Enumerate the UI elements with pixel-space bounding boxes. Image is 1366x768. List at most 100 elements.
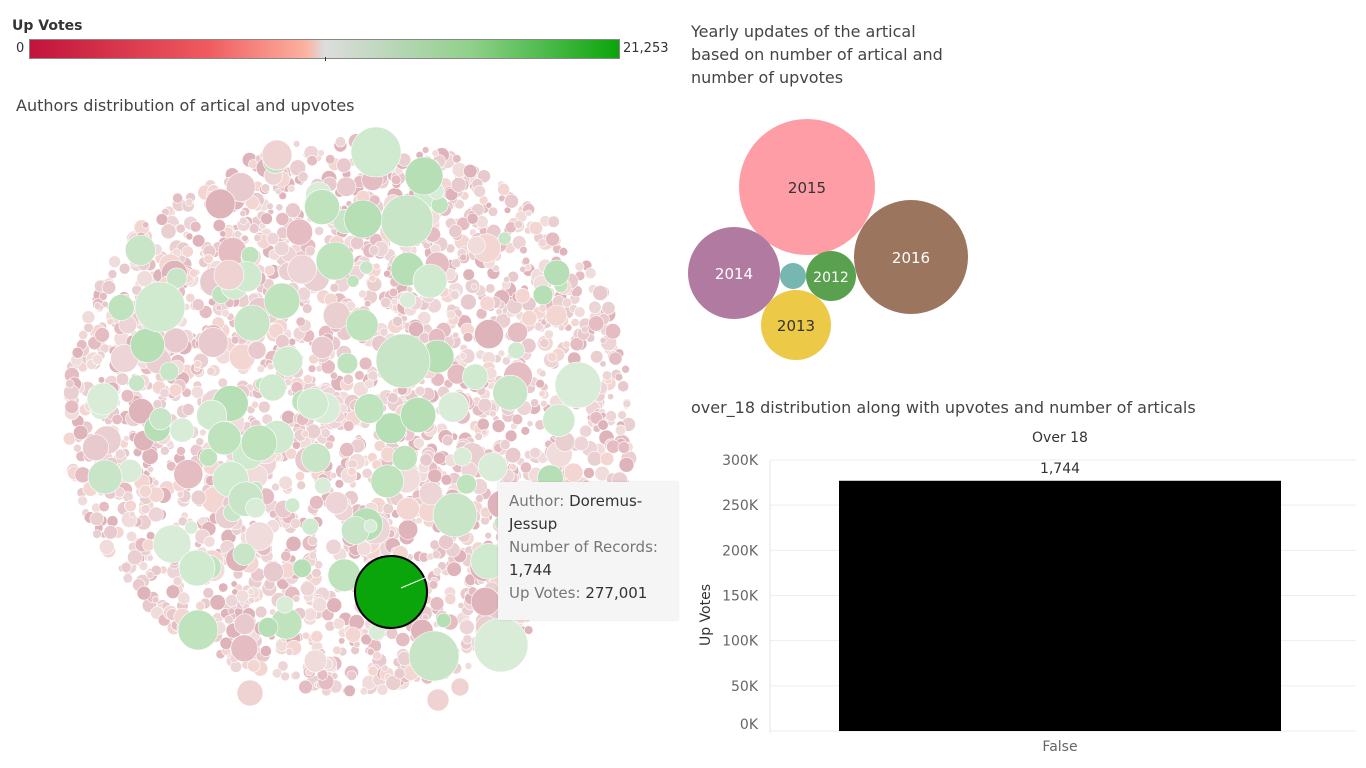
author-bubble[interactable]	[192, 234, 206, 248]
author-bubble[interactable]	[343, 199, 383, 239]
author-bubble[interactable]	[597, 419, 609, 431]
author-bubble[interactable]	[467, 236, 486, 255]
author-bubble[interactable]	[297, 171, 309, 183]
author-bubble[interactable]	[165, 584, 181, 599]
author-bubble[interactable]	[296, 387, 329, 420]
author-bubble[interactable]	[274, 241, 290, 257]
author-bubble[interactable]	[590, 350, 604, 364]
author-bubble[interactable]	[342, 373, 354, 385]
author-bubble[interactable]	[393, 667, 406, 680]
author-bubble[interactable]	[233, 230, 242, 239]
author-bubble[interactable]	[87, 459, 123, 495]
author-bubble[interactable]	[446, 310, 456, 320]
author-bubble[interactable]	[329, 471, 337, 479]
author-bubble[interactable]	[380, 297, 392, 309]
author-bubble[interactable]	[325, 491, 349, 515]
author-bubble[interactable]	[326, 597, 343, 614]
author-bubble[interactable]	[159, 361, 180, 382]
author-bubble[interactable]	[263, 264, 275, 276]
author-bubble[interactable]	[278, 475, 293, 490]
author-bubble[interactable]	[618, 456, 635, 473]
author-bubble[interactable]	[122, 573, 133, 584]
author-bubble[interactable]	[259, 645, 272, 657]
author-bubble[interactable]	[284, 497, 301, 513]
author-bubble[interactable]	[310, 630, 324, 643]
highlighted-author-bubble[interactable]	[354, 555, 428, 629]
author-bubble[interactable]	[491, 419, 506, 433]
author-bubble[interactable]	[412, 263, 448, 299]
author-bubble[interactable]	[189, 220, 202, 233]
author-bubble[interactable]	[526, 420, 534, 427]
author-bubble[interactable]	[381, 664, 389, 672]
author-bubble[interactable]	[421, 146, 430, 154]
author-bubble[interactable]	[514, 219, 524, 229]
author-bubble[interactable]	[511, 413, 524, 426]
author-bubble[interactable]	[360, 633, 373, 646]
author-bubble[interactable]	[151, 595, 160, 604]
author-bubble[interactable]	[190, 489, 207, 506]
author-bubble[interactable]	[301, 442, 332, 473]
author-bubble[interactable]	[431, 149, 440, 158]
author-bubble[interactable]	[292, 594, 301, 603]
author-bubble[interactable]	[397, 519, 419, 540]
author-bubble[interactable]	[114, 448, 126, 460]
author-bubble[interactable]	[258, 373, 287, 402]
author-bubble[interactable]	[399, 291, 417, 309]
author-bubble[interactable]	[280, 550, 292, 562]
author-bubble[interactable]	[232, 542, 256, 566]
author-bubble[interactable]	[172, 192, 183, 204]
author-bubble[interactable]	[446, 561, 462, 577]
author-bubble[interactable]	[347, 466, 357, 477]
author-bubble[interactable]	[395, 632, 411, 647]
author-bubble[interactable]	[301, 631, 311, 640]
author-bubble[interactable]	[485, 201, 493, 209]
author-bubble[interactable]	[529, 446, 542, 459]
author-bubble[interactable]	[77, 495, 88, 507]
author-bubble[interactable]	[81, 310, 96, 324]
author-bubble[interactable]	[263, 282, 301, 320]
author-bubble[interactable]	[219, 230, 227, 238]
author-bubble[interactable]	[368, 245, 380, 256]
author-bubble[interactable]	[440, 473, 453, 486]
year-bubble-2014[interactable]: 2014	[688, 227, 780, 319]
author-bubble[interactable]	[452, 447, 472, 467]
author-bubble[interactable]	[160, 445, 170, 456]
author-bubble[interactable]	[562, 340, 571, 349]
author-bubble[interactable]	[146, 554, 154, 562]
author-bubble[interactable]	[202, 587, 215, 599]
author-bubble[interactable]	[617, 441, 631, 454]
author-bubble[interactable]	[291, 440, 301, 450]
yearly-bubble-chart[interactable]: 2015 2016 2014 2013 2012	[680, 100, 980, 370]
author-bubble[interactable]	[142, 538, 155, 552]
author-bubble[interactable]	[65, 379, 75, 389]
author-bubble[interactable]	[142, 221, 150, 229]
author-bubble[interactable]	[185, 292, 196, 303]
author-bubble[interactable]	[475, 494, 484, 503]
author-bubble[interactable]	[82, 434, 110, 462]
author-bubble[interactable]	[290, 518, 301, 529]
author-bubble[interactable]	[73, 425, 89, 441]
author-bubble[interactable]	[150, 564, 162, 576]
year-bubble-2015[interactable]: 2015	[739, 119, 875, 255]
author-bubble[interactable]	[456, 473, 477, 495]
author-bubble[interactable]	[147, 465, 155, 473]
author-bubble[interactable]	[570, 318, 580, 328]
author-bubble[interactable]	[64, 399, 80, 414]
author-bubble[interactable]	[189, 268, 199, 278]
author-bubble[interactable]	[479, 295, 495, 311]
over18-bar-chart[interactable]: Over 18 Up Votes 0K 50K 100K 150K 200K 250K 30…	[690, 425, 1360, 765]
author-bubble[interactable]	[457, 601, 465, 609]
author-bubble[interactable]	[336, 352, 359, 375]
author-bubble[interactable]	[294, 470, 305, 481]
author-bubble[interactable]	[464, 662, 473, 670]
author-bubble[interactable]	[107, 269, 118, 279]
year-bubble-small[interactable]	[780, 263, 806, 289]
author-bubble[interactable]	[583, 467, 595, 479]
author-bubble[interactable]	[599, 451, 615, 467]
author-bubble[interactable]	[354, 393, 385, 424]
author-bubble[interactable]	[124, 499, 137, 513]
author-bubble[interactable]	[459, 253, 468, 262]
color-legend-bar[interactable]	[29, 39, 620, 59]
author-bubble[interactable]	[380, 194, 434, 248]
author-bubble[interactable]	[234, 613, 256, 635]
